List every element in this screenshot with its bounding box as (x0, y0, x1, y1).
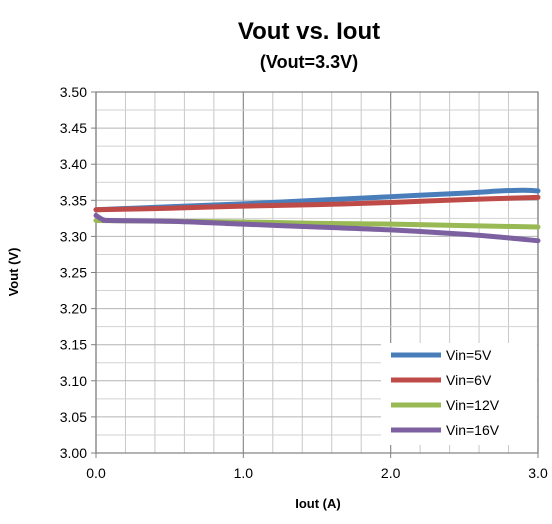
legend-entry: Vin=16V (391, 422, 500, 438)
y-tick-label: 3.35 (60, 192, 87, 208)
y-tick-label: 3.45 (60, 120, 87, 136)
chart-subtitle: (Vout=3.3V) (260, 52, 358, 72)
legend-label: Vin=6V (446, 372, 492, 388)
legend-label: Vin=12V (446, 397, 500, 413)
y-tick-label: 3.10 (60, 373, 87, 389)
y-axis-label: Vout (V) (6, 248, 21, 297)
y-tick-label: 3.20 (60, 301, 87, 317)
x-axis-label: Iout (A) (295, 496, 340, 511)
legend: Vin=5V Vin=6V Vin=12V Vin=16V (381, 343, 537, 445)
x-tick-label: 2.0 (381, 465, 401, 481)
y-tick-label: 3.25 (60, 265, 87, 281)
series-lines (93, 187, 541, 244)
legend-entry: Vin=12V (391, 397, 500, 413)
y-tick-label: 3.05 (60, 409, 87, 425)
y-tick-label: 3.30 (60, 228, 87, 244)
axis-ticks: 3.00 3.05 3.10 3.15 3.20 3.25 3.30 3.35 3.40 3.45… (60, 84, 548, 481)
legend-entry: Vin=6V (391, 372, 492, 388)
y-tick-label: 3.00 (60, 445, 87, 461)
y-tick-label: 3.40 (60, 156, 87, 172)
y-tick-label: 3.50 (60, 84, 87, 100)
series-line-vin-6v (93, 194, 541, 213)
x-tick-label: 1.0 (234, 465, 254, 481)
x-tick-label: 0.0 (86, 465, 106, 481)
legend-label: Vin=16V (446, 422, 500, 438)
chart-title: Vout vs. Iout (238, 18, 380, 45)
y-tick-label: 3.15 (60, 337, 87, 353)
series-line-vin-16v (93, 212, 541, 244)
x-tick-label: 3.0 (528, 465, 548, 481)
legend-label: Vin=5V (446, 347, 492, 363)
legend-entry: Vin=5V (391, 347, 492, 363)
